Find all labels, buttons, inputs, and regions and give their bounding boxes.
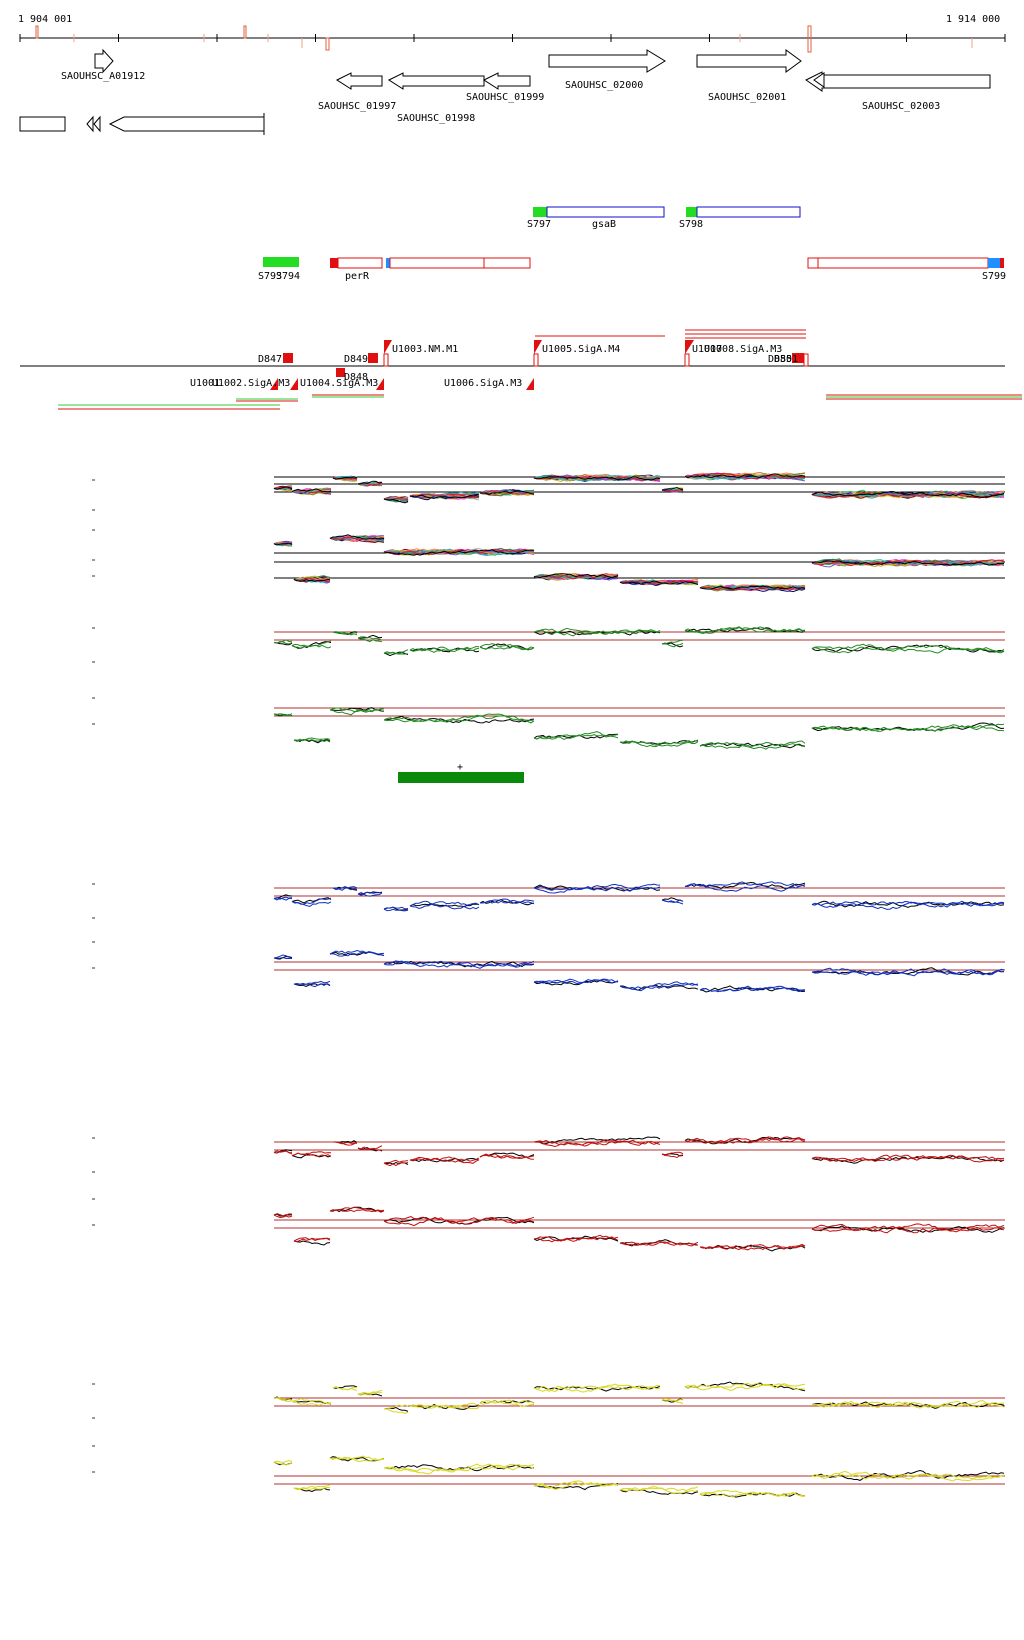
expression-line [273,534,1005,590]
feature-s797-label: S797 [527,219,551,230]
segment-marker: + [457,762,463,773]
gene-arrow-01998[interactable] [387,72,485,90]
ruler-start-label: 1 904 001 [18,14,72,25]
expression-line [273,707,1005,749]
promoter-label-d849: D849 [344,354,368,365]
expression-line [273,1137,1005,1167]
promoter-label-u1001: U1001 [190,378,220,389]
promoter-label-u1008: U1008.SigA.M3 [704,344,782,355]
feature-s798-label: S798 [679,219,703,230]
promoter-label-u1004: U1004.SigA.M3 [300,378,378,389]
promoter-d847[interactable] [283,353,293,363]
feature-s798-marker[interactable] [686,207,697,217]
promoter-d851[interactable] [792,353,804,363]
promoter-d849[interactable] [368,353,378,363]
expression-line [273,1206,1005,1251]
expression-track-replicates [92,471,1005,593]
feature-s794-label: S794 [276,271,300,282]
feature-s797-marker[interactable] [533,207,547,217]
promoter-label-u1006: U1006.SigA.M3 [444,378,522,389]
segment-bar[interactable] [398,772,524,783]
feature-track: S797 gsaB S798 S793 S794 perR S799 [258,206,1006,282]
expression-track-blue [92,881,1005,993]
promoter-d848[interactable] [336,368,345,377]
expression-track-yellow [92,1381,1005,1498]
feature-gsab-box[interactable] [546,206,665,218]
feature-gsab-label: gsaB [592,219,616,230]
feature-operon-box[interactable] [389,257,531,269]
gene-label-02000: SAOUHSC_02000 [565,80,643,91]
promoter-track: D847 D849 D848 D850 D851 U1003.NM.M1 U10… [20,329,1022,410]
gene-arrow-01997[interactable] [335,72,383,90]
feature-s793-label: S793 [258,271,282,282]
gene-track [19,48,991,135]
feature-s799-box[interactable] [807,257,989,269]
promoter-label-u1003: U1003.NM.M1 [392,344,458,355]
expression-line [273,949,1005,992]
gene-label-01998: SAOUHSC_01998 [397,113,475,124]
gene-label-a01912: SAOUHSC_A01912 [61,71,145,82]
gene-label-01999: SAOUHSC_01999 [466,92,544,103]
gene-box-left[interactable] [19,116,66,132]
gene-labels: SAOUHSC_A01912 SAOUHSC_01997 SAOUHSC_019… [61,71,940,124]
expression-line [273,626,1005,655]
gene-arrow-01999[interactable] [482,72,531,90]
gene-label-01997: SAOUHSC_01997 [318,101,396,112]
expression-line [273,1208,1005,1251]
expression-line [273,1455,1005,1498]
gene-arrow-02000[interactable] [548,49,666,73]
gene-arrow-a01912[interactable] [94,48,114,74]
promoter-label-d847: D847 [258,354,282,365]
expression-line [273,883,1005,912]
promoter-label-u1002: U1002.SigA.M3 [212,378,290,389]
feature-perr-box[interactable] [337,257,383,269]
gene-label-02001: SAOUHSC_02001 [708,92,786,103]
expression-line [273,473,1005,504]
expression-line [273,1383,1005,1410]
expression-track-green [92,626,1005,750]
gene-arrow-02001[interactable] [696,49,802,73]
feature-s793-marker[interactable] [263,257,299,267]
gene-arrow-02003[interactable] [805,71,991,92]
expression-line [273,881,1005,910]
gene-arrow-left-long[interactable] [108,116,265,132]
expression-line [273,708,1005,748]
segment-track: + [398,762,524,783]
expression-line [273,951,1005,993]
gene-label-02003: SAOUHSC_02003 [862,101,940,112]
promoter-label-d851: D851 [774,354,798,365]
expression-tracks [92,471,1005,1498]
promoter-label-d848: D848 [344,372,368,383]
ruler-end-label: 1 914 000 [946,14,1000,25]
promoter-label-d850: D850 [768,354,792,365]
feature-s799-label: S799 [982,271,1006,282]
promoter-label-u1007: U1007 [692,344,722,355]
expression-track-red [92,1136,1005,1252]
promoter-label-u1005: U1005.SigA.M4 [542,344,620,355]
feature-s798-box[interactable] [696,206,801,218]
feature-perr-label: perR [345,271,370,282]
expression-line [273,1456,1005,1498]
coordinate-ruler: 1 904 001 1 914 000 [18,14,1006,53]
